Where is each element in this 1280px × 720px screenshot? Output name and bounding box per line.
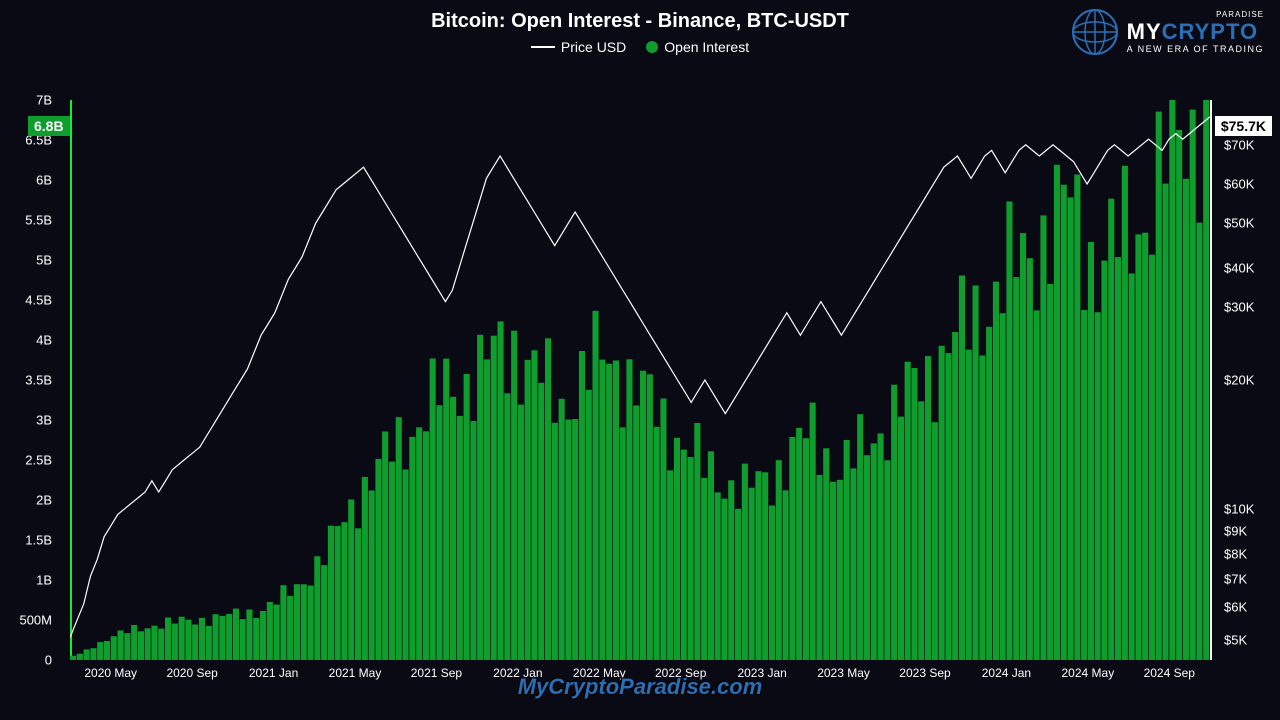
legend-item-oi: Open Interest [646, 39, 749, 55]
legend-line-icon [531, 46, 555, 48]
x-tick: 2021 Sep [411, 666, 462, 680]
legend-label-price: Price USD [561, 39, 626, 55]
x-tick: 2021 Jan [249, 666, 298, 680]
y-left-tick: 0 [45, 653, 52, 668]
y-right-tick: $5K [1224, 633, 1247, 648]
x-tick: 2023 Sep [899, 666, 950, 680]
y-right-tick: $7K [1224, 571, 1247, 586]
y-right-tick: $60K [1224, 177, 1254, 192]
globe-icon [1071, 8, 1119, 56]
y-left-tick: 1B [36, 573, 52, 588]
y-left-tick: 3.5B [25, 373, 52, 388]
y-axis-right: $70K $60K $50K $40K $30K $20K $10K $9K $8K $7K $6K… [1216, 100, 1280, 660]
x-tick: 2020 Sep [166, 666, 217, 680]
y-right-tick: $6K [1224, 599, 1247, 614]
y-left-tick: 6B [36, 173, 52, 188]
y-right-tick: $9K [1224, 524, 1247, 539]
y-left-tick: 7B [36, 93, 52, 108]
y-left-tick: 5B [36, 253, 52, 268]
logo-main: MYCRYPTO [1127, 21, 1264, 43]
y-right-tick: $20K [1224, 373, 1254, 388]
x-tick: 2021 May [329, 666, 382, 680]
brand-logo: PARADISE MYCRYPTO A NEW ERA OF TRADING [1071, 8, 1264, 56]
legend-dot-icon [646, 41, 658, 53]
x-tick: 2024 Sep [1144, 666, 1195, 680]
y-left-tick: 2.5B [25, 453, 52, 468]
y-left-tick: 2B [36, 493, 52, 508]
y-left-tick: 1.5B [25, 533, 52, 548]
legend-item-price: Price USD [531, 39, 626, 55]
y-right-tick: $30K [1224, 300, 1254, 315]
logo-paradise: PARADISE [1127, 11, 1264, 19]
chart-svg [70, 100, 1210, 660]
y-axis-left: 7B6.5B6B5.5B5B4.5B4B3.5B3B2.5B2B1.5B1B50… [0, 100, 60, 660]
watermark: MyCryptoParadise.com [518, 674, 763, 700]
y-left-tick: 5.5B [25, 213, 52, 228]
y-left-tick: 3B [36, 413, 52, 428]
y-right-tick: $8K [1224, 546, 1247, 561]
y-right-tick: $40K [1224, 261, 1254, 276]
y-right-tick: $10K [1224, 501, 1254, 516]
x-tick: 2023 May [817, 666, 870, 680]
legend-label-oi: Open Interest [664, 39, 749, 55]
x-tick: 2024 Jan [982, 666, 1031, 680]
chart-right-border [1210, 100, 1212, 660]
chart-area [70, 100, 1210, 660]
x-tick: 2020 May [84, 666, 137, 680]
x-tick: 2024 May [1061, 666, 1114, 680]
logo-sub: A NEW ERA OF TRADING [1127, 45, 1264, 54]
y-left-tick: 500M [19, 613, 52, 628]
right-value-badge: $75.7K [1215, 116, 1272, 136]
y-left-tick: 4B [36, 333, 52, 348]
left-value-badge: 6.8B [28, 116, 70, 136]
y-right-tick: $70K [1224, 137, 1254, 152]
y-right-tick: $50K [1224, 216, 1254, 231]
y-left-tick: 4.5B [25, 293, 52, 308]
